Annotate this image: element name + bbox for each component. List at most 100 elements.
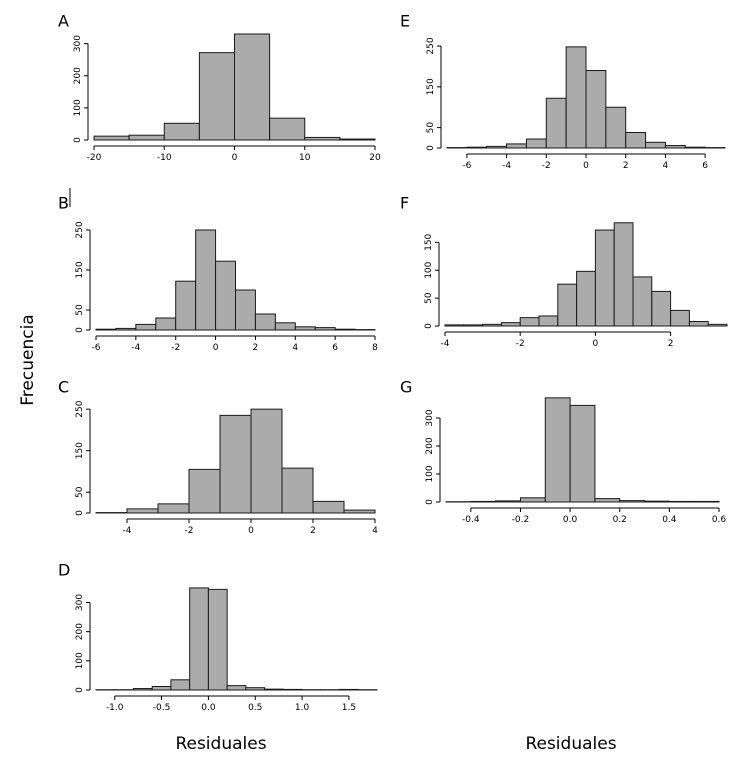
histogram-bar xyxy=(314,327,336,331)
x-tick-label: 0 xyxy=(583,161,589,171)
histogram-bar xyxy=(170,679,191,691)
histogram-bar xyxy=(312,500,345,514)
y-tick-label: 150 xyxy=(75,261,85,278)
histogram-bar xyxy=(281,467,314,514)
x-tick-label: -20 xyxy=(87,153,102,163)
x-tick-label: 2 xyxy=(623,161,629,171)
histogram-bar xyxy=(235,289,256,331)
histogram-bar xyxy=(576,270,596,327)
histogram-bar xyxy=(651,290,672,327)
panel-d: D -1.0 -0.5 0.0 0.5 1.0 1.5 0 100 200 300 xyxy=(58,561,378,713)
y-axis-title: Frecuencia xyxy=(18,314,38,405)
histogram-bar xyxy=(619,500,646,503)
y-tick-label: 150 xyxy=(426,78,436,95)
x-tick-label: 0.0 xyxy=(563,515,578,525)
histogram-bar xyxy=(135,323,157,331)
histogram-bar xyxy=(95,328,117,331)
histogram-bar xyxy=(625,132,647,149)
x-tick-label: 0 xyxy=(232,153,238,163)
histogram-bar xyxy=(93,135,130,141)
histogram-bar xyxy=(274,322,296,331)
histogram-bar xyxy=(207,588,228,691)
histogram-bar xyxy=(525,138,547,149)
y-tick-label: 0 xyxy=(75,510,85,516)
histogram-bar xyxy=(269,117,306,141)
histogram-bar xyxy=(670,309,690,327)
panel-label: E xyxy=(400,12,410,31)
y-tick-label: 150 xyxy=(75,442,85,459)
histogram-bar xyxy=(594,498,621,503)
histogram-bar xyxy=(254,313,276,331)
x-tick-label: -4 xyxy=(131,343,140,353)
histogram-bar xyxy=(343,509,376,514)
x-tick-label: 0.6 xyxy=(712,515,727,525)
y-tick-label: 300 xyxy=(75,594,85,611)
x-tick-label: 2 xyxy=(310,526,316,536)
histogram-bar xyxy=(444,324,465,327)
histogram-bar xyxy=(613,222,634,327)
histogram-bar xyxy=(605,106,627,149)
histogram-bar xyxy=(506,143,527,149)
x-tick-label: -0.5 xyxy=(153,703,171,713)
y-tick-label: 300 xyxy=(425,409,435,426)
x-tick-label: 0.4 xyxy=(662,515,677,525)
histogram-bar xyxy=(188,468,221,514)
x-tick-label: -2 xyxy=(185,526,194,536)
x-tick-label: 0.0 xyxy=(201,703,216,713)
histogram-bar xyxy=(175,280,197,331)
histogram-bar xyxy=(339,688,359,691)
y-tick-label: 250 xyxy=(75,400,85,417)
panel-f: F -4 -2 0 2 0 50 100 150 xyxy=(400,194,728,349)
histogram-bar xyxy=(334,328,356,331)
histogram-bar xyxy=(519,497,546,503)
histogram-bar xyxy=(234,33,271,141)
y-tick-label: 0 xyxy=(425,499,435,505)
y-tick-label: 100 xyxy=(425,465,435,482)
y-tick-label: 300 xyxy=(73,35,83,52)
x-tick-label: 1.0 xyxy=(295,703,310,713)
y-tick-label: 0 xyxy=(73,137,83,143)
histogram-bar xyxy=(226,685,247,691)
y-tick-label: 50 xyxy=(426,122,436,134)
x-tick-label: 2 xyxy=(668,339,674,349)
x-tick-label: -0.4 xyxy=(462,515,480,525)
y-tick-label: 50 xyxy=(424,292,434,304)
histogram-bar xyxy=(644,500,670,503)
y-tick-label: 250 xyxy=(426,37,436,54)
x-tick-label: 6 xyxy=(332,343,338,353)
histogram-bar xyxy=(594,229,615,327)
x-tick-label: 0 xyxy=(248,526,254,536)
x-tick-label: 20 xyxy=(369,153,381,163)
x-tick-label: 4 xyxy=(663,161,669,171)
histogram-bar xyxy=(151,686,172,691)
x-tick-label: -2 xyxy=(516,339,525,349)
y-tick-label: 0 xyxy=(424,323,434,329)
histogram-bar xyxy=(565,46,587,149)
histogram-bar xyxy=(632,276,653,327)
histogram-bar xyxy=(482,323,502,327)
panel-label: G xyxy=(400,378,412,397)
y-tick-label: 200 xyxy=(73,67,83,84)
x-tick-label: -6 xyxy=(92,343,101,353)
histogram-bar xyxy=(115,327,137,331)
panel-b: B -6 -4 -2 0 2 4 6 8 0 50 150 250 xyxy=(58,194,378,354)
histogram-bar xyxy=(294,326,316,331)
y-tick-label: 100 xyxy=(73,99,83,116)
x-tick-label: -4 xyxy=(502,161,511,171)
histogram-bar xyxy=(157,503,190,514)
panel-label: B xyxy=(58,194,69,213)
x-tick-label: 0.2 xyxy=(613,515,627,525)
x-tick-label: -2 xyxy=(542,161,551,171)
x-tick-label: -1.0 xyxy=(106,703,124,713)
y-tick-label: 200 xyxy=(75,623,85,640)
histogram-bar xyxy=(132,688,153,691)
histogram-bar xyxy=(128,134,165,141)
x-tick-label: 0 xyxy=(213,343,219,353)
x-tick-label: -0.2 xyxy=(512,515,530,525)
histogram-bar xyxy=(463,324,484,327)
panel-label: A xyxy=(58,12,69,31)
histogram-bar xyxy=(155,317,177,331)
histogram-bar xyxy=(189,587,209,691)
